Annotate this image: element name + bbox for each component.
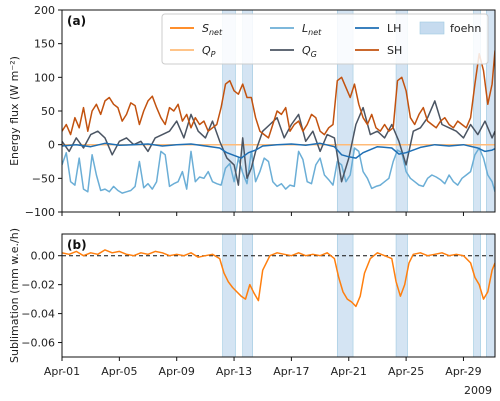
y-tick-label: 50: [41, 105, 55, 118]
legend-label: LH: [387, 22, 401, 35]
foehn-span: [222, 233, 236, 358]
series-line-lh: [62, 142, 495, 159]
y-tick-label: −50: [32, 172, 55, 185]
legend-label: SH: [387, 44, 402, 57]
x-tick-label: Apr-09: [159, 365, 195, 378]
legend-label: Snet: [202, 22, 223, 37]
y-tick-label: −100: [25, 206, 55, 219]
legend-box: [161, 13, 489, 65]
plot-frame: [61, 233, 496, 358]
legend-label: foehn: [450, 22, 481, 35]
x-tick-label: Apr-29: [445, 365, 481, 378]
y-axis-label: Sublimation (mm w.e./h): [8, 228, 21, 363]
y-tick-label: 0.00: [31, 250, 56, 263]
legend: Snet QP Lnet QG LH SH foehn: [161, 13, 489, 65]
y-tick-label: 0: [48, 139, 55, 152]
y-tick-label: 100: [34, 71, 55, 84]
legend-label: QG: [302, 44, 317, 59]
x-tick-label: Apr-05: [101, 365, 137, 378]
foehn-span: [473, 233, 481, 358]
x-tick-label: Apr-21: [331, 365, 367, 378]
y-tick-label: 150: [34, 38, 55, 51]
series-line-sublimation: [62, 249, 495, 308]
series-group: [62, 50, 495, 194]
panel-tag: (b): [67, 238, 87, 252]
x-tick-label: Apr-01: [44, 365, 80, 378]
year-label: 2009: [464, 384, 492, 397]
series-line-sh: [62, 50, 495, 139]
foehn-span: [242, 233, 253, 358]
legend-label: Lnet: [302, 22, 322, 37]
legend-label: QP: [202, 44, 216, 59]
series-group: [62, 249, 495, 308]
y-tick-label: −0.02: [21, 279, 55, 292]
y-tick-label: 200: [34, 4, 55, 17]
series-line-l-net: [62, 147, 495, 194]
panel-b-sublimation: 0.00 −0.02 −0.04 −0.06 Apr-01 Apr-05 Apr-09 Apr…: [8, 228, 496, 397]
y-tick-label: −0.06: [21, 337, 55, 350]
foehn-span: [395, 233, 408, 358]
panel-a-energy-flux: −100 −50 0 50 100 150 200 Energy flux (W m⁻²) (a…: [8, 4, 496, 219]
y-axis-label: Energy flux (W m⁻²): [8, 56, 21, 166]
x-tick-label: Apr-13: [216, 365, 252, 378]
legend-swatch-foehn: [419, 21, 445, 35]
x-tick-label: Apr-17: [273, 365, 309, 378]
y-tick-label: −0.04: [21, 308, 55, 321]
x-tick-label: Apr-25: [388, 365, 424, 378]
foehn-span: [486, 233, 496, 358]
panel-tag: (a): [67, 14, 86, 28]
